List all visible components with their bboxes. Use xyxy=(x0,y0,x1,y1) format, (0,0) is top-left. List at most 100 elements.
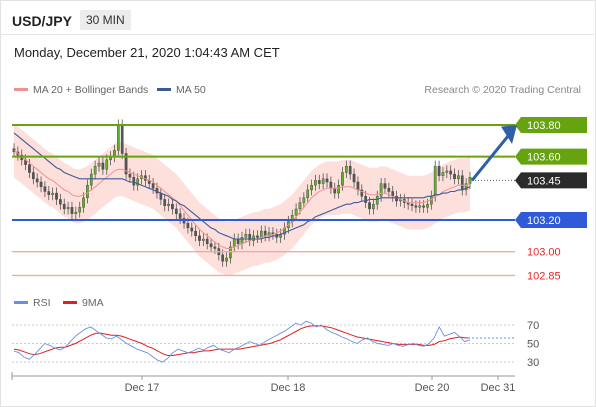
candle xyxy=(74,206,78,220)
candle-body xyxy=(202,238,205,241)
candle-body xyxy=(259,230,263,238)
rsi-legend: RSI 9MA xyxy=(14,297,104,309)
candle xyxy=(449,165,453,180)
candle-body xyxy=(460,175,464,191)
level-label-102.85: 102.85 xyxy=(527,270,561,282)
candle-body xyxy=(209,243,213,248)
candle-body xyxy=(232,238,236,248)
candle xyxy=(302,192,306,209)
candle xyxy=(375,190,379,210)
candle xyxy=(132,171,136,191)
candle-body xyxy=(225,257,228,262)
candle xyxy=(97,157,101,172)
ma50-legend-label: MA 50 xyxy=(176,84,206,96)
forecast-arrow xyxy=(470,135,510,182)
level-label-103.00: 103.00 xyxy=(527,247,561,259)
candle-body xyxy=(128,173,132,178)
candle-body xyxy=(294,208,298,216)
candle xyxy=(93,160,97,180)
ma20-line xyxy=(13,149,471,249)
candle-body xyxy=(132,177,136,186)
time-tick-label: Dec 17 xyxy=(125,382,160,394)
candle-body xyxy=(317,180,321,184)
candle xyxy=(194,225,197,242)
candle-body xyxy=(236,238,240,244)
candle-body xyxy=(105,159,109,170)
rsi-legend-swatch xyxy=(14,301,28,304)
candle-body xyxy=(186,222,190,229)
candle xyxy=(78,201,82,218)
candle-body xyxy=(171,203,174,210)
rsi-tick-label: 50 xyxy=(527,339,539,351)
time-tick-label: Dec 31 xyxy=(481,382,516,394)
candle-body xyxy=(229,246,232,259)
candle-body xyxy=(190,227,194,232)
candle xyxy=(252,230,255,247)
level-tag-103.20 xyxy=(515,212,587,228)
rsi-ma-legend-label: 9MA xyxy=(82,297,104,309)
candle-body xyxy=(174,208,178,214)
symbol-label: USD/JPY xyxy=(12,13,72,29)
candle-body xyxy=(437,165,441,176)
candle-body xyxy=(198,235,201,241)
candle xyxy=(437,160,441,182)
candle xyxy=(441,166,445,182)
timestamp: Monday, December 21, 2020 1:04:43 AM CET xyxy=(14,45,280,60)
candle xyxy=(306,184,310,204)
candle-body xyxy=(457,175,460,180)
candle-body xyxy=(248,234,252,241)
candle xyxy=(294,203,298,221)
candle xyxy=(325,173,329,188)
candle-body xyxy=(151,183,155,189)
candle xyxy=(178,208,182,224)
candle-body xyxy=(256,235,259,238)
candle xyxy=(383,178,387,194)
candle-body xyxy=(116,124,120,151)
candle xyxy=(174,203,178,220)
price-plot xyxy=(12,119,472,276)
candle-body xyxy=(441,172,445,176)
rsi-tick-label: 70 xyxy=(527,320,539,332)
candle xyxy=(47,185,51,201)
candle-body xyxy=(47,191,51,195)
candle-body xyxy=(86,184,89,199)
candle xyxy=(310,179,313,196)
candle-body xyxy=(314,180,317,186)
candle xyxy=(31,166,35,185)
candle xyxy=(128,168,132,183)
candle xyxy=(229,241,232,264)
candle xyxy=(457,170,460,185)
candle-body xyxy=(341,172,344,186)
candle xyxy=(39,176,43,193)
candle xyxy=(70,201,74,220)
rsi-tick-label: 30 xyxy=(527,357,539,369)
interval-selector[interactable]: 30 MIN xyxy=(80,10,131,30)
candle-body xyxy=(252,235,255,241)
candle-body xyxy=(159,192,163,200)
candle xyxy=(171,198,174,215)
candle-body xyxy=(464,183,468,191)
candle-body xyxy=(375,196,379,205)
candle-body xyxy=(78,207,82,213)
level-label-103.60: 103.60 xyxy=(527,152,561,164)
ma50-line xyxy=(13,132,471,240)
candle-body xyxy=(93,165,97,175)
time-axis: Dec 17 Dec 18 Dec 20 Dec 31 xyxy=(11,372,516,394)
candle-body xyxy=(62,203,66,210)
candle xyxy=(225,252,228,267)
rsi-ma-legend-swatch xyxy=(63,301,77,304)
candle xyxy=(124,147,128,180)
candle-body xyxy=(70,207,74,214)
candle-body xyxy=(445,170,449,173)
candle xyxy=(453,168,456,185)
candle-body xyxy=(39,181,43,187)
candle-body xyxy=(74,211,78,214)
candle xyxy=(62,198,66,215)
level-label-103.80: 103.80 xyxy=(527,120,561,132)
candle xyxy=(348,160,352,180)
candle-body xyxy=(449,170,453,175)
candle xyxy=(28,159,31,179)
bollinger-band xyxy=(14,123,470,276)
candle-body xyxy=(43,186,47,192)
